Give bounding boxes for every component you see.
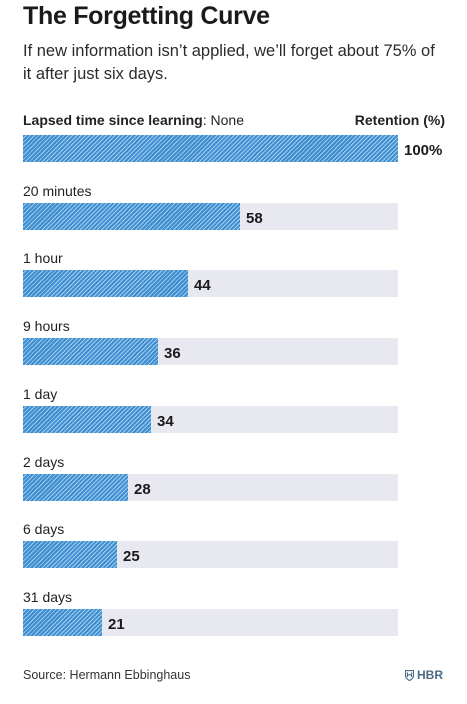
- value-label: 44: [194, 277, 211, 294]
- bar: [23, 541, 117, 568]
- bar-row: 100%: [0, 115, 467, 177]
- value-label: 25: [123, 548, 140, 565]
- bar-track: [23, 609, 398, 636]
- first-category-label: None: [210, 112, 244, 128]
- bar-track: [23, 406, 398, 433]
- value-label: 28: [134, 481, 151, 498]
- value-label: 21: [108, 616, 125, 633]
- source-note: Source: Hermann Ebbinghaus: [23, 668, 191, 682]
- bar-track: [23, 541, 398, 568]
- category-header: Lapsed time since learning: None: [23, 112, 244, 128]
- bar-track: [23, 135, 398, 162]
- category-label: 1 day: [23, 386, 58, 402]
- category-label: 9 hours: [23, 318, 70, 334]
- hbr-logo: HBR: [405, 668, 443, 682]
- bar: [23, 203, 240, 230]
- value-header: Retention (%): [354, 112, 445, 128]
- bar-row: 2 days 28: [0, 454, 467, 516]
- bar-track: [23, 203, 398, 230]
- category-label: 2 days: [23, 454, 65, 470]
- category-label: 1 hour: [23, 250, 63, 266]
- category-label: 20 minutes: [23, 183, 92, 199]
- bar-row: 31 days 21: [0, 589, 467, 651]
- value-label: 100%: [404, 142, 443, 159]
- bar-track: [23, 270, 398, 297]
- bar-row: 1 hour 44: [0, 250, 467, 312]
- value-label: 58: [246, 210, 263, 227]
- chart-title: The Forgetting Curve: [23, 2, 270, 30]
- bar: [23, 338, 158, 365]
- category-header-label: Lapsed time since learning: [23, 112, 203, 128]
- bar-row: 1 day 34: [0, 386, 467, 448]
- bar-row: 6 days 25: [0, 521, 467, 583]
- value-label: 36: [164, 345, 181, 362]
- category-label: 31 days: [23, 589, 73, 605]
- bar: [23, 270, 188, 297]
- bar: [23, 406, 151, 433]
- shield-icon: [405, 669, 414, 681]
- chart-subtitle: If new information isn’t applied, we’ll …: [23, 42, 435, 83]
- value-label: 34: [157, 413, 174, 430]
- bar: [23, 474, 128, 501]
- bar-row: 20 minutes 58: [0, 183, 467, 245]
- bar: [23, 135, 398, 162]
- category-label: 6 days: [23, 521, 65, 537]
- bar-track: [23, 474, 398, 501]
- logo-text: HBR: [417, 668, 443, 682]
- bar: [23, 609, 102, 636]
- bar-track: [23, 338, 398, 365]
- bar-row: 9 hours 36: [0, 318, 467, 380]
